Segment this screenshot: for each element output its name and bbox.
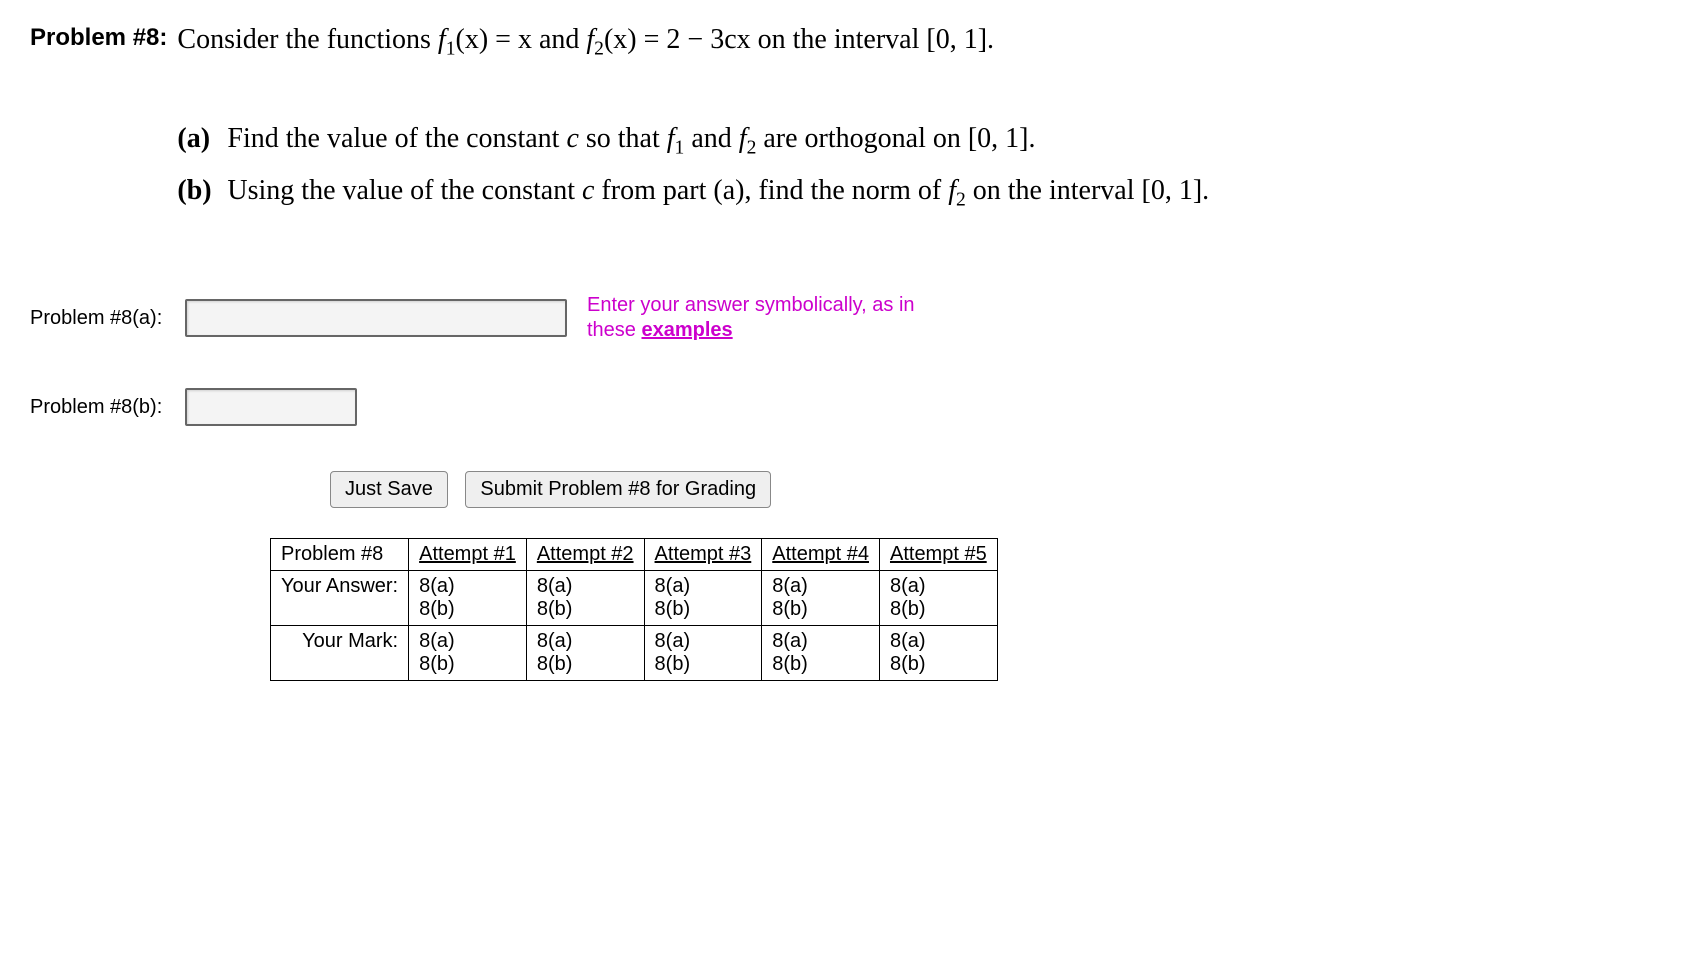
- part-a-c: c: [566, 123, 578, 154]
- f2-sub: 2: [594, 39, 604, 60]
- cell-line: 8(b): [772, 653, 808, 675]
- part-b-c: c: [582, 175, 594, 206]
- part-a-text: Find the value of the constant c so that…: [227, 119, 1665, 163]
- cell-line: 8(b): [419, 653, 455, 675]
- cell-ans-2: 8(a)8(b): [526, 571, 644, 626]
- table-row: Your Mark: 8(a)8(b) 8(a)8(b) 8(a)8(b) 8(…: [271, 626, 998, 681]
- button-row: Just Save Submit Problem #8 for Grading: [330, 471, 1665, 508]
- cell-line: 8(b): [419, 598, 455, 620]
- cell-line: 8(b): [890, 598, 926, 620]
- part-a-post: are orthogonal on [0, 1].: [756, 123, 1035, 154]
- cell-line: 8(b): [537, 598, 573, 620]
- attempts-table: Problem #8 Attempt #1 Attempt #2 Attempt…: [270, 538, 998, 681]
- cell-line: 8(a): [419, 575, 455, 597]
- part-a-f1sub: 1: [675, 138, 685, 159]
- part-a-f2: f: [739, 123, 747, 154]
- cell-line: 8(a): [890, 630, 926, 652]
- statement-post: on the interval [0, 1].: [751, 24, 994, 55]
- cell-mark-4: 8(a)8(b): [762, 626, 880, 681]
- cell-line: 8(a): [537, 630, 573, 652]
- part-b-post: on the interval [0, 1].: [966, 175, 1209, 206]
- cell-line: 8(a): [537, 575, 573, 597]
- cell-line: 8(b): [772, 598, 808, 620]
- cell-line: 8(a): [890, 575, 926, 597]
- problem-body: Consider the functions f1(x) = x and f2(…: [177, 20, 1665, 223]
- cell-mark-1: 8(a)8(b): [409, 626, 527, 681]
- cell-line: 8(a): [655, 630, 691, 652]
- cell-ans-1: 8(a)8(b): [409, 571, 527, 626]
- statement-mid: and: [532, 24, 586, 55]
- part-b: (b) Using the value of the constant c fr…: [177, 171, 1665, 215]
- part-b-mid: from part (a), find the norm of: [594, 175, 948, 206]
- parts-list: (a) Find the value of the constant c so …: [177, 119, 1665, 215]
- part-a-pre: Find the value of the constant: [227, 123, 566, 154]
- cell-mark-5: 8(a)8(b): [879, 626, 997, 681]
- answer-b-label: Problem #8(b):: [30, 396, 185, 419]
- part-b-text: Using the value of the constant c from p…: [227, 171, 1665, 215]
- cell-mark-2: 8(a)8(b): [526, 626, 644, 681]
- f1-of: (x) = x: [456, 24, 532, 55]
- answer-row-b: Problem #8(b):: [30, 388, 1665, 426]
- answer-b-input[interactable]: [185, 388, 357, 426]
- cell-line: 8(a): [772, 630, 808, 652]
- part-a-and: and: [684, 123, 738, 154]
- cell-line: 8(a): [419, 630, 455, 652]
- part-b-pre: Using the value of the constant: [227, 175, 582, 206]
- answer-row-a: Problem #8(a): Enter your answer symboli…: [30, 293, 1665, 343]
- f2-sym: f: [586, 24, 594, 55]
- cell-line: 8(a): [655, 575, 691, 597]
- answer-area: Problem #8(a): Enter your answer symboli…: [30, 293, 1665, 681]
- part-a-f2sub: 2: [747, 138, 757, 159]
- row-your-mark-label: Your Mark:: [271, 626, 409, 681]
- problem-number-label: Problem #8:: [30, 20, 167, 52]
- col-attempt-5: Attempt #5: [879, 539, 997, 571]
- hint-line1: Enter your answer symbolically, as in: [587, 294, 915, 316]
- table-row: Your Answer: 8(a)8(b) 8(a)8(b) 8(a)8(b) …: [271, 571, 998, 626]
- col-attempt-1: Attempt #1: [409, 539, 527, 571]
- problem-container: Problem #8: Consider the functions f1(x)…: [30, 20, 1665, 223]
- part-a: (a) Find the value of the constant c so …: [177, 119, 1665, 163]
- cell-line: 8(b): [655, 653, 691, 675]
- answer-a-label: Problem #8(a):: [30, 307, 185, 330]
- cell-mark-3: 8(a)8(b): [644, 626, 762, 681]
- answer-hint: Enter your answer symbolically, as in th…: [587, 293, 915, 343]
- cell-line: 8(b): [890, 653, 926, 675]
- part-a-label: (a): [177, 119, 217, 160]
- statement-pre: Consider the functions: [177, 24, 438, 55]
- part-a-f1: f: [667, 123, 675, 154]
- col-attempt-2: Attempt #2: [526, 539, 644, 571]
- cell-line: 8(b): [537, 653, 573, 675]
- just-save-button[interactable]: Just Save: [330, 471, 448, 508]
- col-attempt-4: Attempt #4: [762, 539, 880, 571]
- row-your-answer-label: Your Answer:: [271, 571, 409, 626]
- part-b-f2: f: [948, 175, 956, 206]
- answer-a-input[interactable]: [185, 299, 567, 337]
- f2-of: (x) = 2 − 3cx: [604, 24, 751, 55]
- cell-ans-3: 8(a)8(b): [644, 571, 762, 626]
- submit-button[interactable]: Submit Problem #8 for Grading: [465, 471, 771, 508]
- hint-line2-pre: these: [587, 319, 641, 341]
- cell-ans-4: 8(a)8(b): [762, 571, 880, 626]
- table-header-row: Problem #8 Attempt #1 Attempt #2 Attempt…: [271, 539, 998, 571]
- examples-link[interactable]: examples: [641, 319, 732, 341]
- cell-line: 8(a): [772, 575, 808, 597]
- col-attempt-3: Attempt #3: [644, 539, 762, 571]
- col-problem: Problem #8: [271, 539, 409, 571]
- part-a-mid: so that: [579, 123, 667, 154]
- f1-sub: 1: [446, 39, 456, 60]
- cell-ans-5: 8(a)8(b): [879, 571, 997, 626]
- f1-sym: f: [438, 24, 446, 55]
- part-b-f2sub: 2: [956, 190, 966, 211]
- part-b-label: (b): [177, 171, 217, 212]
- cell-line: 8(b): [655, 598, 691, 620]
